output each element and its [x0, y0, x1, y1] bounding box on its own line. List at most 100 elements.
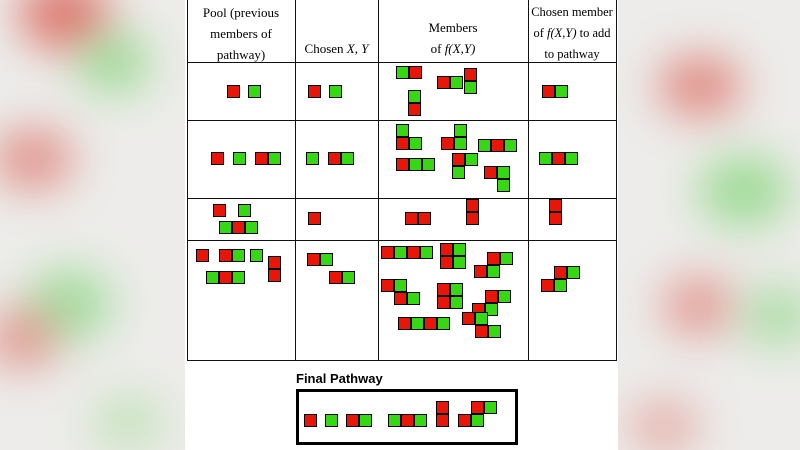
background-blob — [698, 155, 790, 227]
block-cell-red — [328, 152, 341, 165]
grid-line — [616, 0, 617, 360]
block-cell-green — [454, 137, 467, 150]
block-cell-green — [475, 312, 488, 325]
block-cell-red — [308, 85, 321, 98]
block-cell-green — [233, 152, 246, 165]
block-cell-green — [388, 414, 401, 427]
block-cell-green — [465, 153, 478, 166]
block-cell-green — [487, 265, 500, 278]
block-cell-green — [450, 283, 463, 296]
block-cell-green — [250, 249, 263, 262]
block-cell-green — [359, 414, 372, 427]
block-cell-green — [555, 85, 568, 98]
block-cell-red — [268, 269, 281, 282]
block-cell-red — [452, 153, 465, 166]
block-cell-red — [304, 414, 317, 427]
block-cell-red — [466, 212, 479, 225]
block-cell-red — [474, 265, 487, 278]
header-chosen-xy: Chosen X, Y — [296, 38, 377, 59]
background-blob — [0, 128, 74, 190]
block-cell-green — [478, 139, 491, 152]
background-blob — [78, 32, 150, 94]
final-pathway-label: Final Pathway — [296, 371, 383, 386]
block-cell-red — [255, 152, 268, 165]
header-members: Members of f(X,Y) — [379, 17, 527, 59]
block-cell-red — [554, 266, 567, 279]
header-members-line2: of f(X,Y) — [430, 41, 476, 56]
block-cell-green — [238, 204, 251, 217]
block-cell-green — [450, 76, 463, 89]
math-xy: X, Y — [346, 41, 369, 56]
block-cell-green — [504, 139, 517, 152]
header-chosen-member-line3: to pathway — [544, 47, 600, 61]
block-cell-green — [567, 266, 580, 279]
header-chosen-member: Chosen member of f(X,Y) to add to pathwa… — [529, 2, 615, 65]
background-blob — [662, 275, 734, 337]
block-cell-red — [219, 271, 232, 284]
block-cell-red — [484, 166, 497, 179]
block-cell-green — [437, 317, 450, 330]
block-cell-red — [401, 414, 414, 427]
block-cell-red — [440, 256, 453, 269]
block-cell-green — [394, 246, 407, 259]
block-cell-red — [381, 279, 394, 292]
block-cell-green — [396, 66, 409, 79]
block-cell-red — [407, 246, 420, 259]
block-cell-red — [458, 414, 471, 427]
block-cell-red — [471, 401, 484, 414]
block-cell-green — [565, 152, 578, 165]
block-cell-green — [411, 317, 424, 330]
block-cell-green — [539, 152, 552, 165]
block-cell-red — [475, 325, 488, 338]
block-cell-green — [394, 279, 407, 292]
block-cell-green — [471, 414, 484, 427]
grid-line — [187, 62, 617, 63]
block-cell-green — [484, 401, 497, 414]
block-cell-green — [329, 85, 342, 98]
block-cell-red — [307, 253, 320, 266]
block-cell-red — [487, 252, 500, 265]
block-cell-red — [219, 249, 232, 262]
math-fxy: f(X,Y) — [444, 41, 476, 56]
grid-line — [187, 240, 617, 241]
block-cell-red — [437, 283, 450, 296]
header-pool: Pool (previous members of pathway) — [188, 2, 294, 65]
background-blob — [92, 395, 164, 450]
block-cell-red — [268, 256, 281, 269]
block-cell-red — [308, 212, 321, 225]
block-cell-green — [306, 152, 319, 165]
block-cell-red — [232, 221, 245, 234]
block-cell-green — [454, 124, 467, 137]
block-cell-red — [196, 249, 209, 262]
header-members-line1: Members — [428, 20, 478, 35]
block-cell-green — [206, 271, 219, 284]
block-cell-red — [211, 152, 224, 165]
block-cell-green — [500, 252, 513, 265]
grid-line — [528, 0, 529, 360]
block-cell-red — [542, 85, 555, 98]
grid-line — [295, 0, 296, 360]
background-blob — [742, 285, 800, 347]
block-cell-green — [342, 271, 355, 284]
background-blob — [628, 400, 700, 450]
block-cell-green — [325, 414, 338, 427]
block-cell-green — [407, 292, 420, 305]
grid-line — [187, 120, 617, 121]
block-cell-red — [436, 401, 449, 414]
block-cell-green — [497, 179, 510, 192]
block-cell-green — [268, 152, 281, 165]
block-cell-green — [497, 166, 510, 179]
header-chosen-member-line1: Chosen member — [531, 5, 613, 19]
block-cell-green — [232, 271, 245, 284]
math-fxy: f(X,Y) — [547, 26, 577, 40]
block-cell-green — [232, 249, 245, 262]
block-cell-red — [418, 212, 431, 225]
block-cell-red — [437, 76, 450, 89]
block-cell-green — [450, 296, 463, 309]
block-cell-red — [552, 152, 565, 165]
block-cell-green — [341, 152, 354, 165]
block-cell-red — [408, 103, 421, 116]
grid-line — [378, 0, 379, 360]
